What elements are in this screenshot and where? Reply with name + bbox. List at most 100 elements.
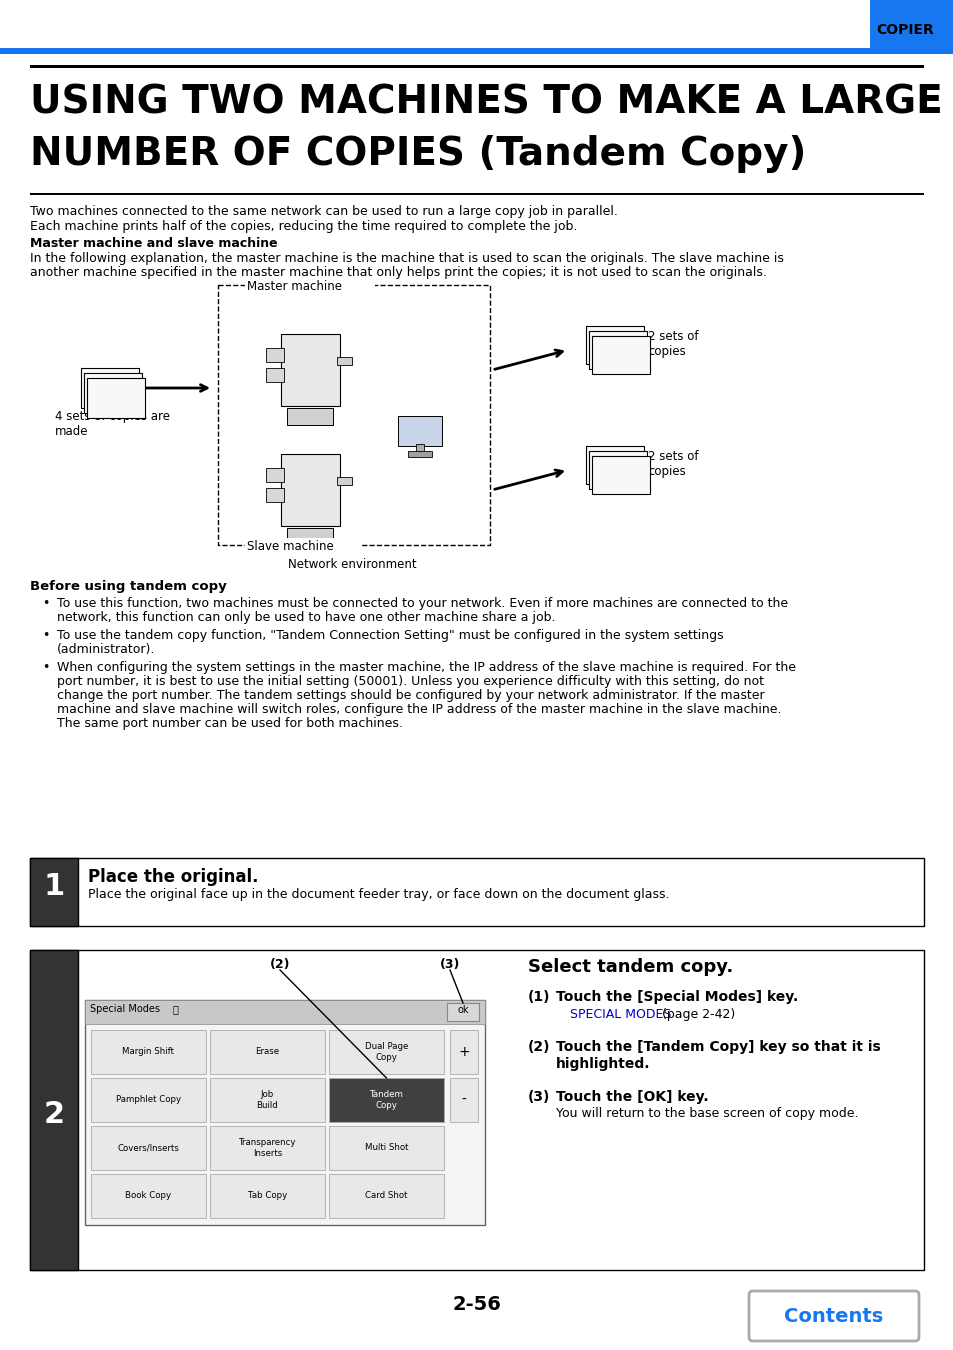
Text: Transparency
Inserts: Transparency Inserts — [238, 1138, 296, 1158]
Text: Slave machine: Slave machine — [247, 540, 334, 553]
Text: To use the tandem copy function, "Tandem Connection Setting" must be configured : To use the tandem copy function, "Tandem… — [57, 629, 723, 643]
Text: 1: 1 — [43, 872, 65, 900]
Text: (page 2-42): (page 2-42) — [658, 1008, 735, 1021]
Text: •: • — [42, 629, 50, 643]
Text: Before using tandem copy: Before using tandem copy — [30, 580, 227, 593]
Bar — [30, 859, 78, 926]
Bar — [281, 333, 339, 406]
Text: Book Copy: Book Copy — [125, 1192, 172, 1200]
Text: highlighted.: highlighted. — [556, 1057, 650, 1071]
Bar — [245, 539, 359, 552]
Bar — [416, 444, 423, 452]
Text: (1): (1) — [527, 990, 550, 1004]
Text: another machine specified in the master machine that only helps print the copies: another machine specified in the master … — [30, 266, 766, 279]
Bar — [869, 0, 953, 49]
Text: Network environment: Network environment — [288, 558, 416, 571]
Bar — [87, 378, 145, 418]
Bar — [30, 859, 923, 926]
Text: The same port number can be used for both machines.: The same port number can be used for bot… — [57, 717, 402, 730]
Bar — [91, 1030, 206, 1075]
Bar — [397, 416, 441, 446]
Text: Place the original.: Place the original. — [88, 868, 258, 886]
Bar — [329, 1079, 443, 1122]
Bar — [266, 468, 284, 482]
Bar — [30, 950, 78, 1270]
Bar — [585, 325, 643, 364]
Text: Card Shot: Card Shot — [365, 1192, 407, 1200]
Bar — [245, 278, 375, 292]
Bar — [450, 1079, 477, 1122]
Text: Job
Build: Job Build — [256, 1091, 278, 1110]
Text: change the port number. The tandem settings should be configured by your network: change the port number. The tandem setti… — [57, 688, 763, 702]
Text: ok: ok — [456, 1004, 468, 1015]
Bar — [0, 49, 953, 54]
Text: Master machine and slave machine: Master machine and slave machine — [30, 238, 277, 250]
Text: 2 sets of
copies: 2 sets of copies — [647, 450, 698, 478]
Bar — [592, 456, 649, 494]
Text: 2 sets of
copies: 2 sets of copies — [647, 329, 698, 358]
Text: USING TWO MACHINES TO MAKE A LARGE: USING TWO MACHINES TO MAKE A LARGE — [30, 82, 942, 122]
Bar — [329, 1126, 443, 1170]
Bar — [266, 348, 284, 362]
Text: Tab Copy: Tab Copy — [248, 1192, 287, 1200]
Bar — [84, 373, 142, 413]
Bar — [266, 369, 284, 382]
Text: port number, it is best to use the initial setting (50001). Unless you experienc: port number, it is best to use the initi… — [57, 675, 763, 688]
Text: Multi Shot: Multi Shot — [364, 1143, 408, 1153]
Text: Place the original face up in the document feeder tray, or face down on the docu: Place the original face up in the docume… — [88, 888, 669, 900]
Text: (administrator).: (administrator). — [57, 643, 155, 656]
Bar — [81, 369, 139, 408]
Text: Pamphlet Copy: Pamphlet Copy — [116, 1095, 181, 1104]
Bar — [287, 528, 333, 545]
Bar — [585, 446, 643, 485]
Text: •: • — [42, 662, 50, 674]
Bar — [91, 1126, 206, 1170]
Bar — [30, 950, 923, 1270]
Text: To use this function, two machines must be connected to your network. Even if mo: To use this function, two machines must … — [57, 597, 787, 610]
Text: 🖨: 🖨 — [172, 1004, 178, 1014]
Text: When configuring the system settings in the master machine, the IP address of th: When configuring the system settings in … — [57, 662, 795, 674]
Text: Erase: Erase — [255, 1048, 279, 1057]
Bar — [210, 1030, 325, 1075]
Text: (3): (3) — [439, 958, 460, 971]
Text: Margin Shift: Margin Shift — [122, 1048, 174, 1057]
Text: Two machines connected to the same network can be used to run a large copy job i: Two machines connected to the same netwo… — [30, 205, 618, 217]
Text: •: • — [42, 597, 50, 610]
Text: machine and slave machine will switch roles, configure the IP address of the mas: machine and slave machine will switch ro… — [57, 703, 781, 716]
FancyBboxPatch shape — [748, 1291, 918, 1341]
Bar — [85, 1000, 484, 1025]
Bar — [266, 487, 284, 502]
Bar — [30, 65, 923, 68]
Text: Tandem
Copy: Tandem Copy — [369, 1091, 403, 1110]
Text: Dual Page
Copy: Dual Page Copy — [364, 1042, 408, 1061]
Text: In the following explanation, the master machine is the machine that is used to : In the following explanation, the master… — [30, 252, 783, 265]
Bar — [588, 451, 646, 489]
Bar — [281, 454, 339, 526]
Bar — [336, 477, 352, 485]
Bar — [408, 451, 432, 458]
Bar — [91, 1174, 206, 1218]
Text: (2): (2) — [527, 1040, 550, 1054]
Text: +: + — [457, 1045, 469, 1058]
Text: NUMBER OF COPIES (Tandem Copy): NUMBER OF COPIES (Tandem Copy) — [30, 135, 805, 173]
Text: You will return to the base screen of copy mode.: You will return to the base screen of co… — [556, 1107, 858, 1120]
Text: (2): (2) — [270, 958, 291, 971]
Text: -: - — [461, 1094, 466, 1107]
Bar — [329, 1030, 443, 1075]
Text: SPECIAL MODES: SPECIAL MODES — [569, 1008, 671, 1021]
Bar — [592, 336, 649, 374]
Bar — [329, 1174, 443, 1218]
Text: Covers/Inserts: Covers/Inserts — [117, 1143, 179, 1153]
Text: 2: 2 — [44, 1100, 65, 1129]
Text: COPIER: COPIER — [875, 23, 933, 36]
Bar — [447, 1003, 478, 1021]
Text: network, this function can only be used to have one other machine share a job.: network, this function can only be used … — [57, 612, 555, 624]
Text: Touch the [Special Modes] key.: Touch the [Special Modes] key. — [556, 990, 798, 1004]
Text: Touch the [Tandem Copy] key so that it is: Touch the [Tandem Copy] key so that it i… — [556, 1040, 880, 1054]
Bar — [30, 193, 923, 194]
Text: Touch the [OK] key.: Touch the [OK] key. — [556, 1089, 708, 1104]
Text: 4 sets of copies are
made: 4 sets of copies are made — [55, 410, 170, 437]
Bar — [287, 408, 333, 425]
Text: Master machine: Master machine — [247, 279, 341, 293]
Bar — [210, 1174, 325, 1218]
